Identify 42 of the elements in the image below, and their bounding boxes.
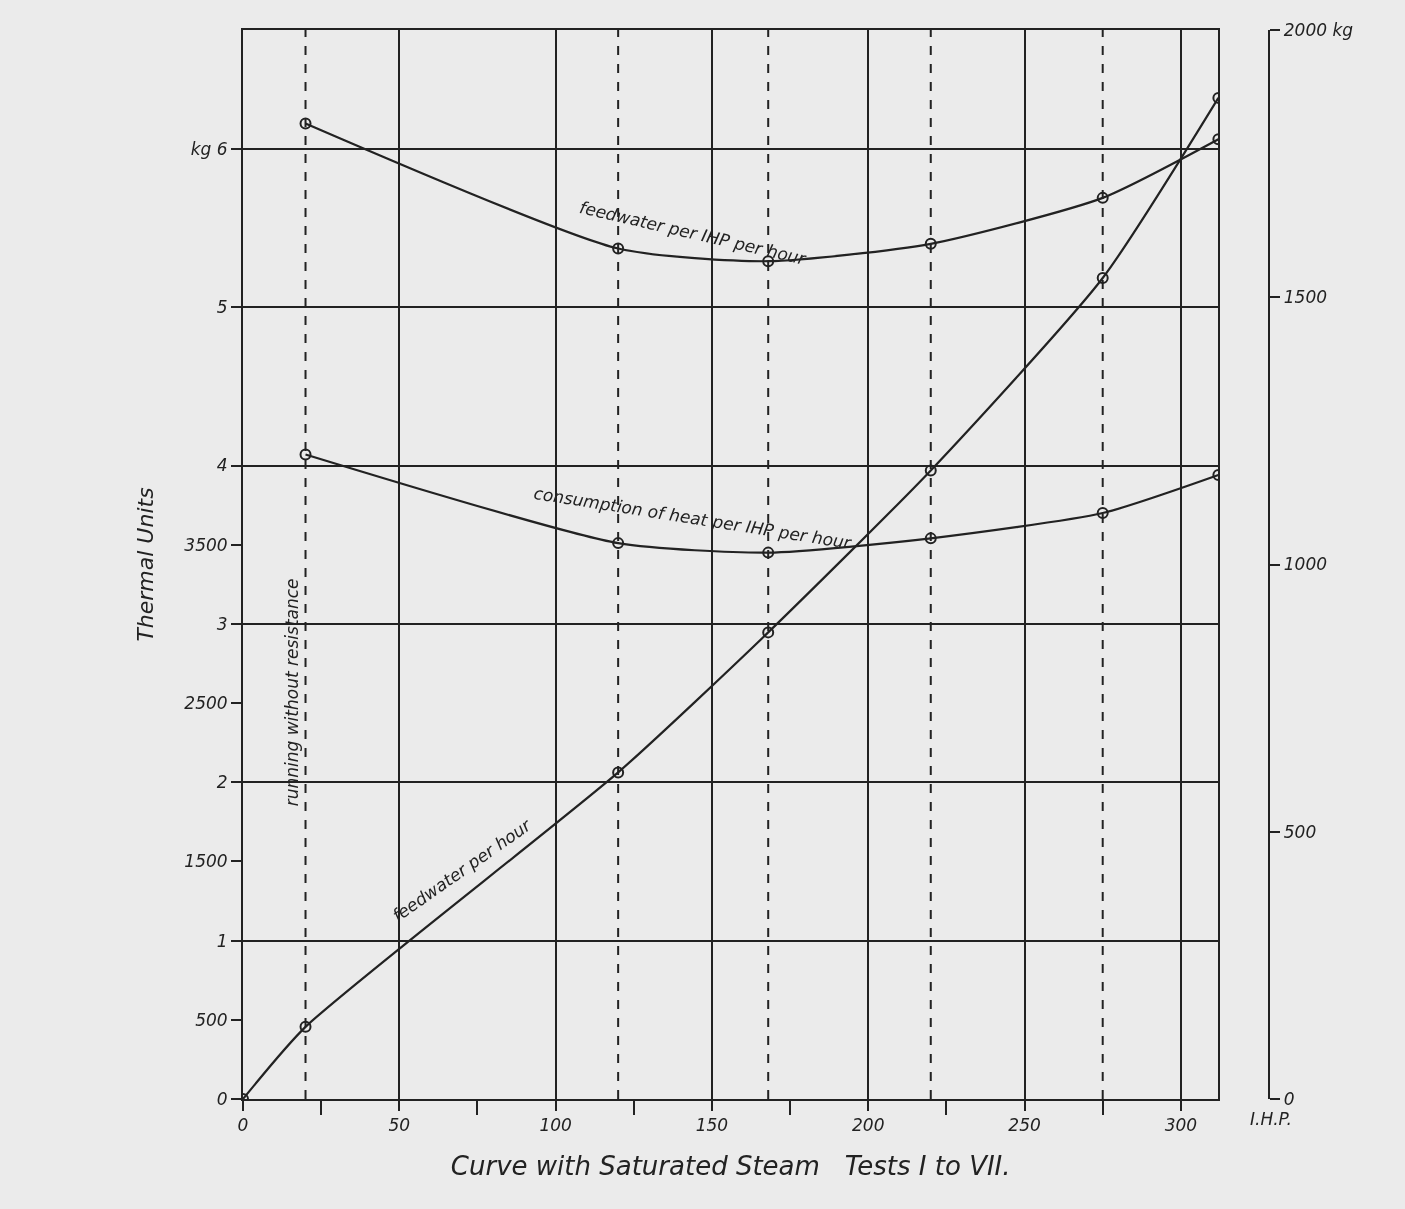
x-tick-label: 300 (1164, 1115, 1198, 1136)
point (1096, 191, 1109, 204)
point (612, 537, 625, 550)
point (924, 464, 937, 477)
y-tick-label: 3 (216, 613, 228, 634)
y3-tick-label: 2500 (184, 693, 228, 714)
point (299, 1020, 312, 1033)
point (299, 117, 312, 130)
y-tick-label: 1 (216, 930, 228, 951)
x-tick-label: 100 (539, 1115, 572, 1136)
x-axis-title: Curve with Saturated Steam Tests I to VII. (450, 1150, 1011, 1181)
y-tick-label: 4 (216, 455, 228, 476)
y2-tick-label: 2000 kg (1283, 19, 1354, 40)
y-axis-title: Thermal Units (132, 487, 158, 642)
point (299, 448, 312, 461)
point (1096, 507, 1109, 520)
x-tick-label: 150 (695, 1115, 729, 1136)
text: I.H.P. (1250, 1109, 1292, 1129)
y-tick-label: kg 6 (190, 138, 228, 159)
point (612, 766, 625, 779)
y-tick-label: 2 (216, 772, 228, 793)
y3-tick-label: 3500 (184, 534, 228, 555)
x-tick-label: 0 (237, 1115, 249, 1136)
y2-tick-label: 500 (1283, 821, 1317, 842)
y2-tick-label: 0 (1283, 1088, 1295, 1109)
point (762, 626, 775, 639)
point (1096, 272, 1109, 285)
y-tick-label: 0 (216, 1088, 228, 1109)
x-tick-label: 50 (388, 1115, 411, 1136)
y2-tick-label: 1500 (1283, 287, 1328, 308)
y2-tick-label: 1000 (1283, 554, 1328, 575)
x-tick-label: 200 (852, 1115, 885, 1136)
ref-line-label: running without resistance (281, 578, 302, 807)
x-tick-label: 250 (1008, 1115, 1041, 1136)
y-tick-label: 5 (216, 297, 228, 318)
text: consumption of heat per IHP per hour (532, 482, 854, 553)
y3-tick-label: 1500 (184, 851, 228, 872)
point (762, 546, 775, 559)
point (612, 242, 625, 255)
y3-tick-label: 500 (195, 1009, 228, 1030)
point (924, 237, 937, 250)
point (924, 532, 937, 545)
